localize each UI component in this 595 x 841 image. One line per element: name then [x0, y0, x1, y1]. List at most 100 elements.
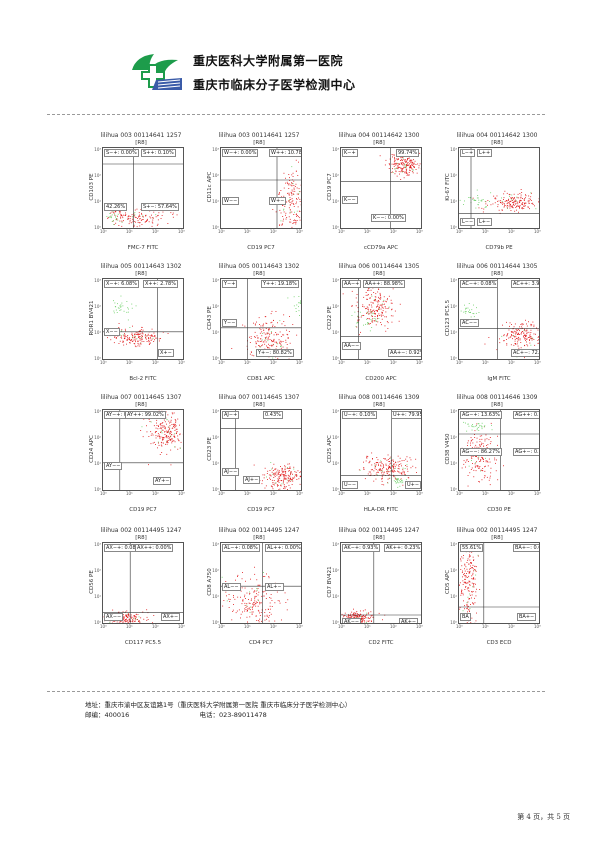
event-dot: [480, 470, 481, 472]
event-dot: [170, 438, 172, 440]
event-dot: [405, 458, 407, 460]
y-tick-label: 10⁰: [212, 620, 219, 625]
event-dot: [514, 200, 516, 202]
event-dot: [106, 216, 108, 217]
event-dot: [368, 462, 370, 464]
event-dot: [462, 584, 464, 585]
event-dot: [167, 432, 168, 433]
event-dot: [520, 342, 522, 343]
event-dot: [396, 175, 398, 177]
event-dot: [140, 430, 142, 431]
event-dot: [472, 197, 474, 199]
quadrant-label: AX+−: [161, 613, 181, 621]
event-dot: [481, 470, 483, 471]
event-dot: [270, 331, 272, 332]
event-dot: [371, 314, 373, 316]
event-dot: [133, 226, 135, 227]
event-dot: [264, 612, 266, 613]
event-dot: [245, 609, 247, 610]
x-tick-label: 10¹: [364, 360, 371, 365]
event-dot: [412, 162, 414, 164]
event-dot: [466, 459, 468, 460]
event-dot: [386, 299, 388, 301]
event-dot: [126, 618, 127, 620]
y-tick-label: 10²: [94, 304, 101, 309]
event-dot: [149, 338, 151, 340]
event-dot: [170, 421, 172, 423]
event-dot: [511, 331, 513, 333]
event-dot: [128, 223, 130, 225]
event-dot: [283, 476, 285, 478]
event-dot: [522, 202, 524, 203]
y-tick-label: 10¹: [94, 330, 101, 335]
event-dot: [475, 444, 477, 446]
event-dot: [283, 485, 285, 487]
event-dot: [264, 590, 266, 592]
event-dot: [249, 342, 251, 343]
event-dot: [249, 591, 250, 593]
event-dot: [253, 605, 254, 607]
event-dot: [472, 442, 474, 444]
y-tick-label: 10⁰: [450, 487, 457, 492]
y-axis-ticks: 10⁰ 10¹ 10² 10³: [447, 542, 457, 625]
event-dot: [234, 598, 236, 600]
event-dot: [519, 339, 521, 341]
event-dot: [232, 611, 234, 612]
event-dot: [466, 568, 468, 570]
event-dot: [293, 222, 295, 224]
event-dot: [279, 192, 280, 194]
event-dot: [518, 347, 520, 349]
event-dot: [507, 202, 509, 204]
event-dot: [355, 616, 357, 618]
event-dot: [459, 608, 461, 610]
event-dot: [495, 470, 497, 472]
event-dot: [267, 347, 269, 349]
event-dot: [359, 615, 360, 617]
event-dot: [280, 212, 282, 214]
event-dot: [479, 425, 480, 427]
event-dot: [123, 220, 124, 222]
event-dot: [141, 337, 143, 339]
event-dot: [510, 331, 512, 332]
event-dot: [251, 351, 252, 353]
event-dot: [286, 201, 288, 203]
event-dot: [409, 166, 411, 167]
event-dot: [395, 164, 397, 166]
event-dot: [293, 206, 295, 207]
event-dot: [266, 593, 267, 595]
event-dot: [173, 426, 174, 427]
event-dot: [411, 163, 413, 165]
event-dot: [293, 214, 295, 215]
event-dot: [130, 339, 132, 341]
event-dot: [483, 208, 485, 210]
event-dot: [473, 569, 475, 570]
plot-panel: lilihua 008 00114646 1309 [R8] U−+: 0.10% U…: [318, 394, 440, 519]
y-tick-label: 10²: [450, 435, 457, 440]
event-dot: [471, 309, 473, 311]
plot-gate: [R8]: [491, 402, 503, 408]
event-dot: [241, 578, 243, 580]
event-dot: [286, 329, 287, 331]
event-dot: [155, 444, 156, 445]
event-dot: [168, 435, 169, 437]
event-dot: [406, 165, 408, 166]
quadrant-label: L−−: [460, 218, 476, 226]
event-dot: [145, 214, 147, 216]
dot-plot: [221, 410, 301, 490]
event-dot: [164, 427, 166, 429]
event-dot: [292, 473, 293, 475]
event-dot: [271, 600, 273, 601]
event-dot: [254, 331, 256, 333]
event-dot: [118, 343, 120, 344]
event-dot: [403, 473, 405, 475]
event-dot: [165, 411, 167, 413]
event-dot: [113, 620, 114, 622]
event-dot: [283, 187, 285, 189]
event-dot: [156, 419, 158, 421]
event-dot: [244, 587, 246, 589]
event-dot: [374, 464, 376, 466]
event-dot: [134, 616, 136, 617]
event-dot: [133, 338, 135, 340]
event-dot: [375, 319, 377, 321]
event-dot: [463, 421, 465, 423]
